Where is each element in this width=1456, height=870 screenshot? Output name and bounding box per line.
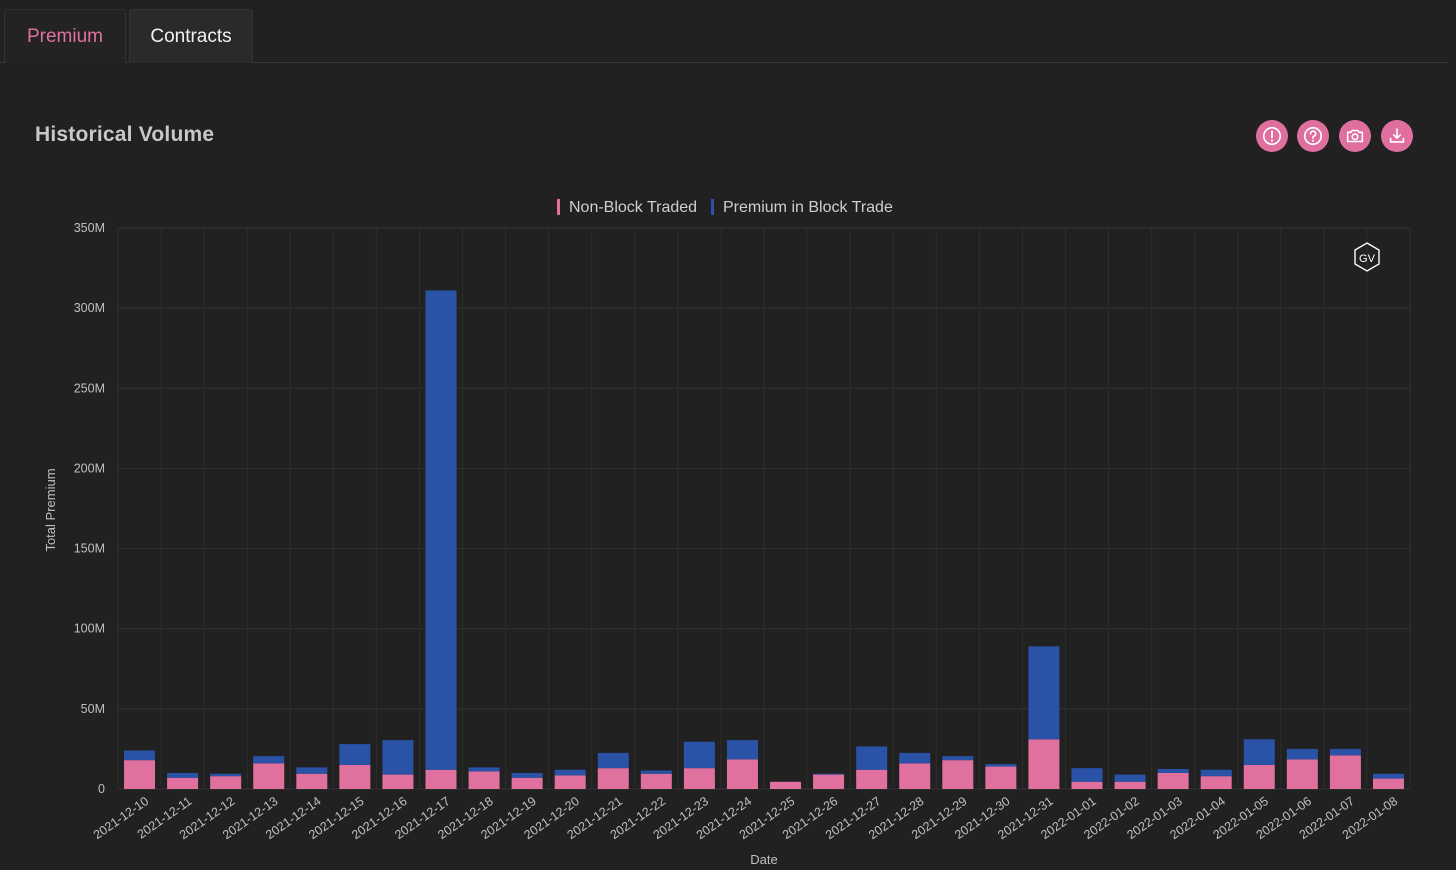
- y-tick-label: 0: [98, 782, 105, 796]
- bar-non-block[interactable]: [1114, 781, 1146, 789]
- legend-label-non-block[interactable]: Non-Block Traded: [569, 199, 697, 216]
- bar-non-block[interactable]: [1071, 781, 1103, 789]
- x-axis: 2021-12-102021-12-112021-12-122021-12-13…: [91, 794, 1400, 842]
- bar-block-trade[interactable]: [1157, 768, 1189, 773]
- download-icon: [1389, 128, 1405, 143]
- y-tick-label: 200M: [74, 461, 105, 475]
- bar-block-trade[interactable]: [1071, 768, 1103, 782]
- bar-block-trade[interactable]: [382, 740, 414, 775]
- bar-block-trade[interactable]: [167, 772, 199, 778]
- bar-non-block[interactable]: [339, 764, 371, 789]
- bar-non-block[interactable]: [382, 774, 414, 789]
- legend-swatch-block: [711, 199, 714, 215]
- y-axis: 0 50M 100M 150M 200M 250M 300M 350M: [74, 221, 105, 796]
- historical-volume-chart: 0 50M 100M 150M 200M 250M 300M 350M 2021-12-102…: [43, 199, 1411, 867]
- help-button[interactable]: [1297, 120, 1329, 152]
- bar-block-trade[interactable]: [899, 752, 931, 764]
- bar-block-trade[interactable]: [1200, 769, 1232, 777]
- bar-non-block[interactable]: [770, 781, 802, 789]
- camera-icon: [1346, 129, 1364, 143]
- bar-non-block[interactable]: [597, 768, 629, 789]
- chart-legend: Non-Block Traded Premium in Block Trade: [557, 199, 893, 216]
- bar-non-block[interactable]: [985, 766, 1017, 789]
- bar-non-block[interactable]: [1200, 776, 1232, 789]
- y-tick-label: 50M: [81, 702, 105, 716]
- bar-non-block[interactable]: [511, 777, 543, 789]
- bar-non-block[interactable]: [640, 773, 672, 789]
- x-axis-label: Date: [750, 852, 777, 867]
- bar-block-trade[interactable]: [813, 773, 845, 775]
- bar-non-block[interactable]: [554, 775, 586, 789]
- bar-block-trade[interactable]: [511, 772, 543, 778]
- bar-block-trade[interactable]: [856, 746, 888, 770]
- bar-non-block[interactable]: [942, 760, 974, 789]
- bar-non-block[interactable]: [167, 777, 199, 789]
- bar-non-block[interactable]: [899, 763, 931, 789]
- tab-bar: Premium Contracts: [0, 0, 1448, 63]
- y-tick-label: 350M: [74, 221, 105, 235]
- tab-contracts[interactable]: Contracts: [129, 9, 253, 63]
- bar-block-trade[interactable]: [985, 764, 1017, 767]
- bar-non-block[interactable]: [1028, 739, 1060, 789]
- bar-block-trade[interactable]: [1372, 773, 1404, 779]
- bar-block-trade[interactable]: [425, 290, 457, 770]
- alert-button[interactable]: [1256, 120, 1288, 152]
- y-tick-label: 150M: [74, 542, 105, 556]
- alert-icon: [1262, 126, 1282, 146]
- bar-block-trade[interactable]: [683, 741, 715, 769]
- bar-non-block[interactable]: [813, 774, 845, 789]
- bar-block-trade[interactable]: [339, 744, 371, 765]
- bar-non-block[interactable]: [468, 771, 500, 789]
- watermark-text: GV: [1359, 253, 1376, 265]
- screenshot-button[interactable]: [1339, 120, 1371, 152]
- chart-grid: [117, 227, 1411, 790]
- y-axis-label: Total Premium: [43, 468, 58, 551]
- bar-non-block[interactable]: [1329, 755, 1361, 789]
- legend-label-block[interactable]: Premium in Block Trade: [723, 199, 893, 216]
- bar-non-block[interactable]: [1243, 764, 1275, 789]
- page-title: Historical Volume: [35, 123, 215, 146]
- tab-premium[interactable]: Premium: [4, 9, 126, 63]
- bar-block-trade[interactable]: [468, 767, 500, 772]
- bar-non-block[interactable]: [1372, 778, 1404, 789]
- bar-non-block[interactable]: [210, 776, 242, 789]
- bar-block-trade[interactable]: [942, 756, 974, 761]
- y-tick-label: 100M: [74, 622, 105, 636]
- legend-swatch-non-block: [557, 199, 560, 215]
- bar-block-trade[interactable]: [1114, 774, 1146, 782]
- bar-non-block[interactable]: [1157, 772, 1189, 789]
- bar-block-trade[interactable]: [1028, 646, 1060, 740]
- bar-non-block[interactable]: [296, 773, 328, 789]
- bar-block-trade[interactable]: [296, 767, 328, 774]
- download-button[interactable]: [1381, 120, 1413, 152]
- bar-block-trade[interactable]: [1329, 748, 1361, 756]
- bar-non-block[interactable]: [124, 760, 156, 789]
- bar-non-block[interactable]: [726, 759, 758, 789]
- watermark-logo: GV: [1354, 242, 1380, 272]
- bar-block-trade[interactable]: [253, 756, 285, 764]
- bar-block-trade[interactable]: [726, 740, 758, 760]
- y-tick-label: 250M: [74, 381, 105, 395]
- bar-non-block[interactable]: [253, 763, 285, 789]
- bar-block-trade[interactable]: [640, 770, 672, 774]
- bar-block-trade[interactable]: [554, 769, 586, 776]
- bar-block-trade[interactable]: [210, 773, 242, 777]
- bar-non-block[interactable]: [425, 769, 457, 789]
- y-tick-label: 300M: [74, 301, 105, 315]
- bar-non-block[interactable]: [856, 769, 888, 789]
- bar-block-trade[interactable]: [1286, 748, 1318, 760]
- bar-non-block[interactable]: [1286, 759, 1318, 789]
- bar-block-trade[interactable]: [597, 752, 629, 769]
- help-icon: [1303, 126, 1323, 146]
- bar-non-block[interactable]: [683, 768, 715, 789]
- chart-bars: [124, 290, 1404, 789]
- bar-block-trade[interactable]: [1243, 739, 1275, 765]
- bar-block-trade[interactable]: [124, 750, 156, 761]
